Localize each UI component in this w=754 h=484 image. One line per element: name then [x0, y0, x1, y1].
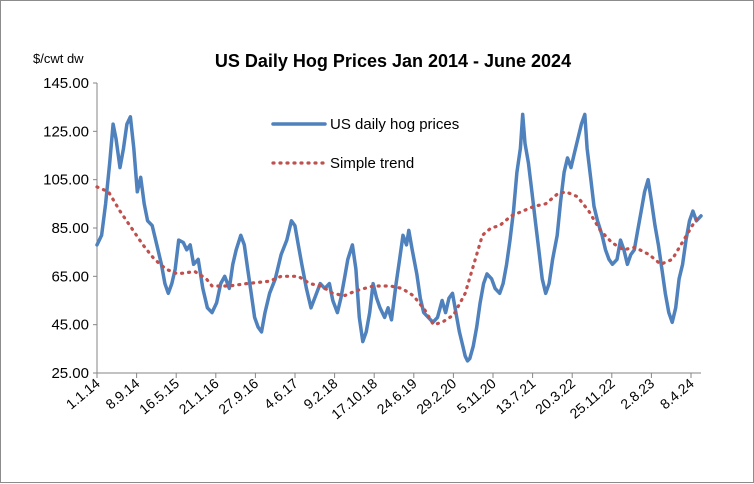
y-tick-label: 145.00: [43, 75, 89, 92]
x-tick-label: 27.9.16: [215, 375, 261, 417]
x-tick-label: 4.6.17: [261, 375, 301, 412]
series-layer: [95, 112, 703, 363]
y-tick-label: 125.00: [43, 123, 89, 140]
x-tick-label: 21.1.16: [176, 375, 222, 417]
y-tick-label: 45.00: [51, 317, 89, 334]
legend-label-hog-prices: US daily hog prices: [330, 116, 459, 133]
x-tick-label: 16.5.15: [136, 375, 182, 417]
y-axis-unit-label: $/cwt dw: [33, 51, 84, 66]
x-tick-label: 8.4.24: [657, 375, 697, 412]
x-tick-label: 13.7.21: [492, 375, 538, 417]
x-tick-label: 24.6.19: [374, 375, 420, 417]
y-axis-ticks: 25.00 45.00 65.00 85.00 105.00 125.00 145.00: [43, 75, 97, 382]
y-tick-label: 105.00: [43, 172, 89, 189]
legend: US daily hog prices Simple trend: [271, 116, 459, 172]
legend-label-simple-trend: Simple trend: [330, 155, 414, 172]
y-tick-label: 85.00: [51, 220, 89, 237]
x-tick-label: 29.2.20: [413, 375, 459, 417]
y-tick-label: 25.00: [51, 365, 89, 382]
x-tick-label: 2.8.23: [617, 375, 657, 412]
chart-title: US Daily Hog Prices Jan 2014 - June 2024: [215, 51, 571, 71]
x-tick-label: 25.11.22: [566, 375, 617, 422]
y-tick-label: 65.00: [51, 268, 89, 285]
x-tick-label: 5.11.20: [454, 375, 499, 417]
series-line-simple-trend: [95, 185, 703, 327]
series-line-hog-prices: [95, 112, 703, 363]
